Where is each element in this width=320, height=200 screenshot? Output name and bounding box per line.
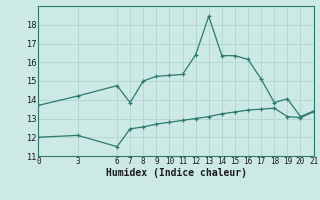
X-axis label: Humidex (Indice chaleur): Humidex (Indice chaleur) [106, 168, 246, 178]
